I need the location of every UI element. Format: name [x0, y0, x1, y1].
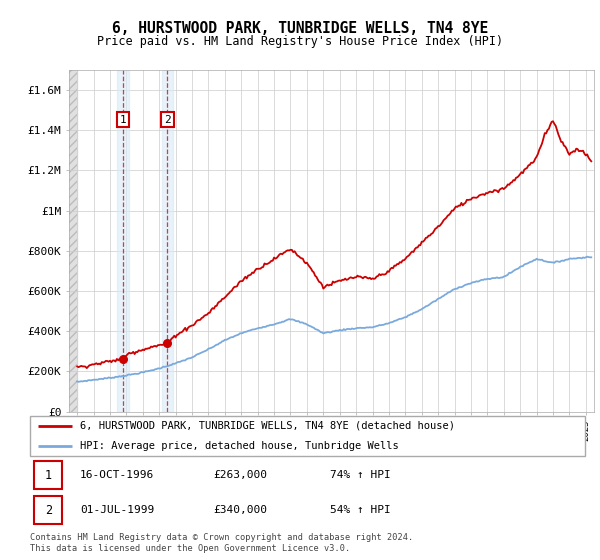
Text: 1: 1: [45, 469, 52, 482]
FancyBboxPatch shape: [34, 496, 62, 524]
Text: 2: 2: [45, 504, 52, 517]
Bar: [117, 70, 129, 412]
Text: 2: 2: [164, 115, 171, 124]
Text: HPI: Average price, detached house, Tunbridge Wells: HPI: Average price, detached house, Tunb…: [80, 441, 398, 451]
Text: 01-JUL-1999: 01-JUL-1999: [80, 505, 154, 515]
Bar: [161, 70, 173, 412]
Text: 16-OCT-1996: 16-OCT-1996: [80, 470, 154, 480]
Text: £340,000: £340,000: [213, 505, 267, 515]
Text: Price paid vs. HM Land Registry's House Price Index (HPI): Price paid vs. HM Land Registry's House …: [97, 35, 503, 48]
Text: £263,000: £263,000: [213, 470, 267, 480]
Text: 1: 1: [119, 115, 127, 124]
FancyBboxPatch shape: [34, 461, 62, 489]
FancyBboxPatch shape: [30, 416, 585, 456]
Text: 6, HURSTWOOD PARK, TUNBRIDGE WELLS, TN4 8YE (detached house): 6, HURSTWOOD PARK, TUNBRIDGE WELLS, TN4 …: [80, 421, 455, 431]
Bar: [69, 70, 77, 412]
Bar: [69, 70, 77, 412]
Text: 6, HURSTWOOD PARK, TUNBRIDGE WELLS, TN4 8YE: 6, HURSTWOOD PARK, TUNBRIDGE WELLS, TN4 …: [112, 21, 488, 36]
Text: 74% ↑ HPI: 74% ↑ HPI: [330, 470, 391, 480]
Text: 54% ↑ HPI: 54% ↑ HPI: [330, 505, 391, 515]
Text: Contains HM Land Registry data © Crown copyright and database right 2024.
This d: Contains HM Land Registry data © Crown c…: [30, 533, 413, 553]
